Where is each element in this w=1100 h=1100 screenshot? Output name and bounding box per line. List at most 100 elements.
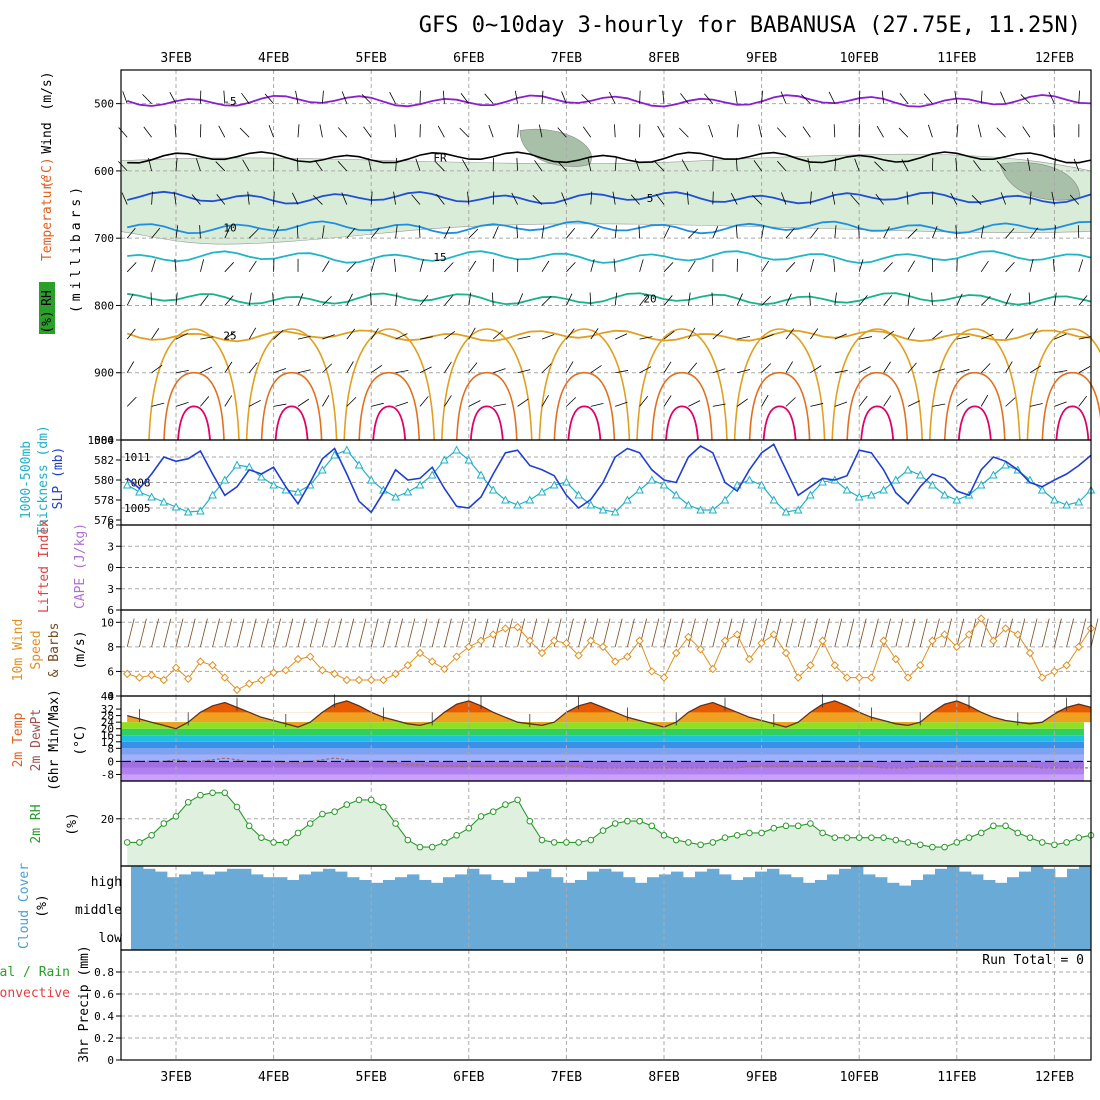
isotherm-35-dome: [567, 405, 602, 441]
cape-ylabel: Lifted Index CAPE (J/kg): [37, 519, 88, 613]
wind-barb: [663, 330, 675, 340]
wind-barb: [419, 294, 429, 306]
wind-barb: [858, 295, 868, 306]
wind-barb: [639, 295, 649, 306]
rh2m-point: [929, 843, 936, 851]
thickness-point: [562, 477, 571, 486]
temp2m-ylabel: 2m Temp 2m DewPt (6hr Min/Max) (°C): [11, 689, 88, 791]
rh2m-point: [599, 827, 607, 834]
wind-barb: [736, 124, 739, 138]
cloud-high-bar: [1019, 871, 1032, 894]
wind10m-barb: [175, 618, 184, 647]
wind-barb: [517, 293, 524, 306]
wind-barb: [663, 395, 672, 407]
wind-barb: [415, 158, 421, 172]
wind-tick-label: 8: [107, 641, 114, 654]
thickness-point: [610, 507, 620, 516]
wind-barb: [395, 225, 398, 239]
wind-barb: [858, 395, 868, 407]
wind-barb: [200, 259, 205, 272]
wind10m-barb: [700, 618, 708, 647]
wind10m-barb: [261, 618, 269, 647]
wind10m-point: [769, 630, 779, 639]
wind10m-line: [127, 617, 1092, 691]
wind-barb: [314, 160, 323, 172]
wind-barb: [200, 294, 209, 306]
wind-barb: [322, 225, 325, 239]
wind-barb: [1054, 292, 1057, 306]
wind10m-point: [623, 652, 632, 661]
thickness-point: [879, 485, 888, 494]
thickness-point: [208, 490, 217, 499]
wind-barb: [297, 124, 300, 138]
cloud-high-bar: [1055, 877, 1068, 894]
wind-barb: [810, 328, 819, 340]
wind-barb: [337, 161, 348, 172]
wind-barb: [517, 398, 529, 407]
wind-barb: [927, 124, 933, 138]
wind-barb: [981, 333, 994, 340]
wind10m-point: [1062, 661, 1071, 670]
wind-barb: [295, 90, 299, 104]
wind10m-point: [1013, 630, 1023, 639]
rh2m-point: [843, 834, 851, 841]
rh2m-point: [648, 822, 656, 830]
wind-barb: [753, 160, 762, 172]
wind10m-barb: [297, 618, 306, 647]
wind10m-point: [257, 675, 266, 685]
isotherm-25-dome: [148, 328, 240, 441]
wind-barb: [419, 259, 424, 272]
wind-barb: [833, 124, 836, 138]
cloud-high-bar: [887, 882, 900, 894]
wind-barb: [785, 262, 796, 273]
wind-barb: [980, 225, 984, 239]
wind-barb: [663, 361, 672, 373]
wind-barb: [834, 401, 848, 407]
date-label-bottom: 8FEB: [648, 1070, 679, 1085]
precip-tick-label: 0.4: [94, 1010, 114, 1023]
wind-barb: [955, 225, 958, 239]
rh2m-point: [575, 839, 582, 846]
cape-ylabel-cape: CAPE (J/kg): [73, 523, 88, 609]
wind-barb: [612, 191, 616, 205]
wind-barb: [322, 295, 332, 306]
wind10m-point: [232, 685, 242, 695]
wind10m-barb: [273, 618, 281, 647]
wind-barb: [1078, 366, 1091, 374]
date-label-top: 10FEB: [840, 51, 879, 66]
precip-tick-label: 0.2: [94, 1032, 114, 1045]
thickness-tick-label: 576: [94, 514, 114, 527]
wind-barb: [394, 124, 396, 138]
wind10m-point: [305, 652, 315, 661]
cloud-high-bar: [263, 877, 276, 894]
cloud-high-bar: [191, 871, 204, 894]
wind10m-point: [964, 630, 974, 639]
rh2m-point: [1075, 834, 1083, 841]
cloud-high-bar: [863, 874, 876, 894]
thickness-point: [647, 475, 657, 484]
wind-barb: [126, 361, 135, 373]
wind10m-point: [574, 651, 583, 660]
rh2m-point: [636, 817, 643, 825]
rh-label-swatch: [39, 282, 55, 334]
wind-barb: [561, 91, 567, 104]
wind10m-barb: [163, 618, 172, 647]
wind10m-barb: [541, 618, 550, 647]
thickness-point: [708, 505, 718, 514]
rh2m-point: [733, 832, 741, 839]
wind-barb: [1029, 191, 1032, 205]
upper-ylabel-temp: Temperature: [40, 175, 55, 261]
temp-tick-label: 8: [107, 742, 114, 755]
wind-barb: [175, 333, 188, 340]
wind-barb: [980, 90, 983, 104]
wind-barb: [858, 90, 861, 104]
wind-barb: [1051, 191, 1055, 205]
wind10m-point: [476, 636, 486, 645]
cloud-high-bar: [959, 871, 972, 894]
thickness-point: [183, 507, 193, 516]
temp2m-ylabel-2: 2m DewPt: [29, 709, 44, 772]
wind10m-barb: [200, 618, 208, 647]
wind10m-point: [952, 642, 962, 652]
rh2m-point: [245, 822, 253, 830]
wind-barb: [582, 126, 592, 138]
